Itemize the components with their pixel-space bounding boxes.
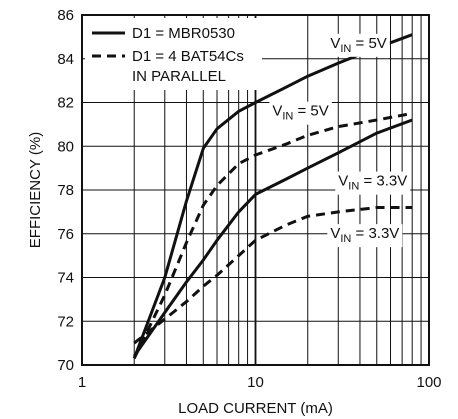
series-line-1-solid — [132, 33, 413, 359]
x-tick-label: 10 — [247, 374, 264, 391]
legend-label-dashed: D1 = 4 BAT54Cs — [132, 48, 244, 65]
series-label-subscript: IN — [348, 181, 359, 193]
series-label-symbol: V — [272, 103, 282, 120]
y-tick-label: 76 — [57, 226, 74, 243]
series-label-background — [335, 171, 411, 195]
x-axis-label: LOAD CURRENT (mA) — [178, 400, 333, 417]
series-label-value: = 5V — [293, 103, 328, 120]
y-tick-label: 86 — [57, 7, 74, 24]
x-tick-label: 1 — [78, 374, 86, 391]
tick-labels: 70 72 74 76 78 80 82 84 86 1 10 100 — [57, 7, 441, 391]
y-tick-label: 72 — [57, 313, 74, 330]
series-label-background — [327, 224, 403, 248]
y-tick-label: 82 — [57, 95, 74, 112]
y-tick-label: 78 — [57, 182, 74, 199]
series-label-subscript: IN — [340, 43, 351, 55]
series-label-symbol: V — [330, 35, 340, 52]
series-label-2: VIN = 5V — [272, 103, 328, 123]
series-label-value: = 3.3V — [359, 173, 407, 190]
series-label-subscript: IN — [340, 233, 351, 245]
series-label-symbol: V — [330, 225, 340, 242]
series-line-3-solid — [132, 118, 413, 358]
y-tick-label: 74 — [57, 270, 74, 287]
series-label-value: = 3.3V — [351, 225, 399, 242]
x-tick-label: 100 — [416, 374, 441, 391]
legend: D1 = MBR0530 D1 = 4 BAT54Cs IN PARALLEL — [85, 18, 262, 90]
series-label-background — [269, 101, 332, 125]
y-tick-label: 84 — [57, 51, 74, 68]
series-label-value: = 5V — [351, 35, 386, 52]
series-label-symbol: V — [338, 173, 348, 190]
plot-frame — [81, 14, 430, 366]
legend-label-solid: D1 = MBR0530 — [132, 25, 235, 42]
series-label-subscript: IN — [282, 111, 293, 123]
legend-label-dashed-line2: IN PARALLEL — [132, 68, 226, 85]
series-layer — [132, 33, 413, 360]
y-tick-label: 80 — [57, 138, 74, 155]
y-axis-label: EFFICIENCY (%) — [27, 132, 44, 248]
series-line-4-dashed — [133, 206, 413, 345]
series-label-1: VIN = 5V — [330, 35, 386, 55]
legend-background — [85, 18, 262, 90]
series-label-3: VIN = 3.3V — [338, 173, 407, 193]
series-line-2-dashed — [132, 111, 413, 360]
y-tick-label: 70 — [57, 357, 74, 374]
series-label-background — [327, 33, 390, 57]
series-label-4: VIN = 3.3V — [330, 225, 399, 245]
